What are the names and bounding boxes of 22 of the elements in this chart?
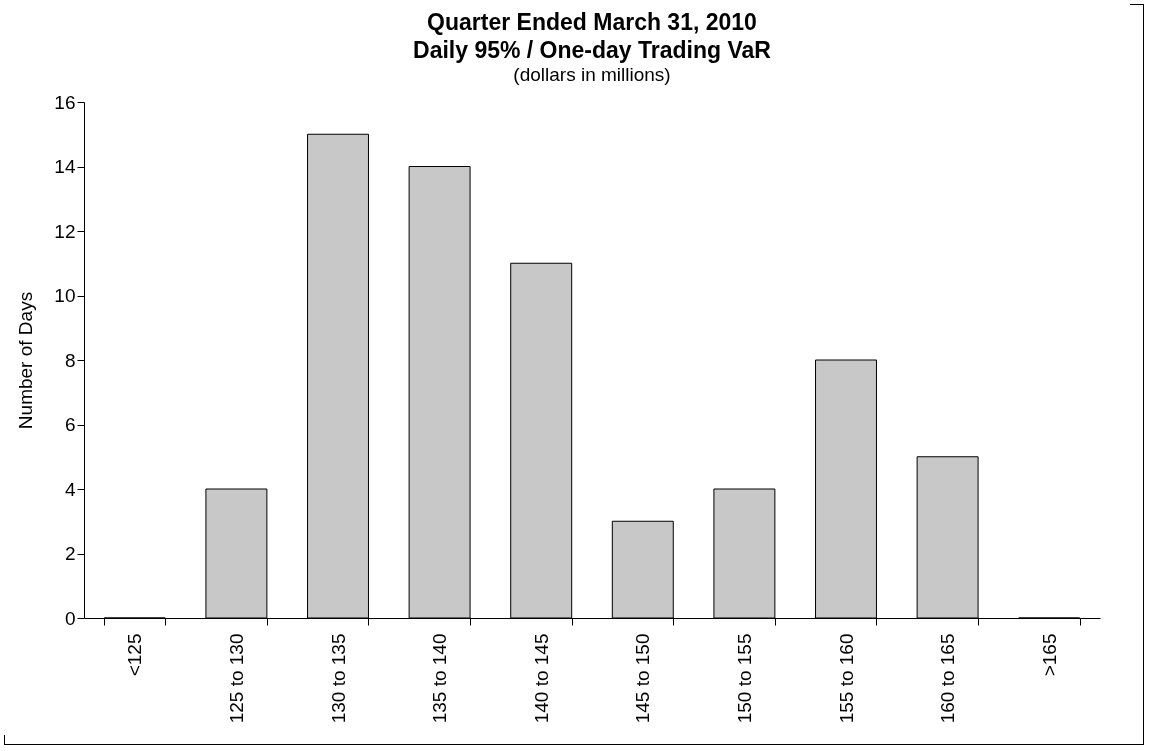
x-tick-label: 130 to 135	[327, 633, 349, 724]
y-tick-label: 2	[64, 543, 76, 564]
y-tick-label: 0	[64, 607, 76, 629]
y-tick-label: 14	[54, 156, 76, 177]
x-tick-label: 150 to 155	[733, 633, 755, 724]
chart-subtitle: (dollars in millions)	[513, 64, 671, 85]
x-tick-label: >165	[1038, 633, 1060, 677]
x-tick-label: 145 to 150	[632, 633, 654, 724]
x-tick-label: 160 to 165	[937, 633, 959, 724]
y-tick-label: 6	[64, 414, 76, 435]
y-tick-label: 8	[64, 349, 76, 371]
chart-title: Quarter Ended March 31, 2010 Daily 95% / One-day Trading VaR	[413, 9, 772, 63]
y-tick-label: 4	[64, 478, 76, 500]
y-tick-label: 10	[54, 285, 76, 306]
x-tick-label: 135 to 140	[429, 633, 451, 724]
y-tick-label: 16	[54, 91, 76, 113]
y-tick-label: 12	[54, 220, 76, 242]
x-tick-label: 155 to 160	[835, 633, 857, 724]
y-axis-title: Number of Days	[15, 291, 37, 430]
x-tick-label: <125	[124, 633, 146, 677]
x-tick-label: 140 to 145	[530, 633, 552, 724]
x-tick-label: 125 to 130	[225, 633, 247, 724]
